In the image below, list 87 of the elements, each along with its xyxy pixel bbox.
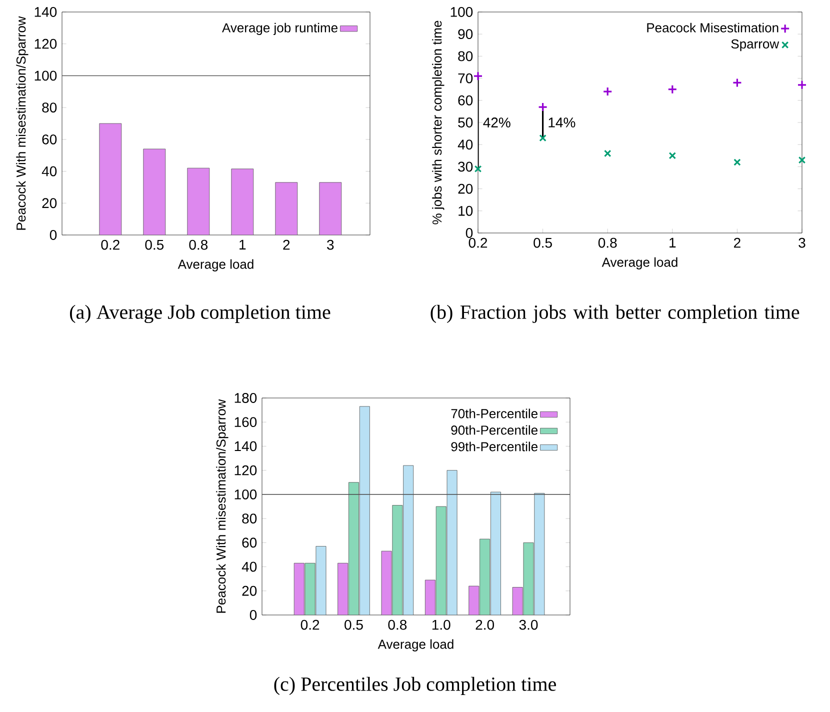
x-axis-title: Average load (602, 257, 678, 270)
legend-label: 70th-Percentile (451, 408, 538, 418)
bar (512, 587, 523, 615)
bar (294, 562, 304, 615)
x-tick-label: 3 (798, 238, 806, 248)
x-tick-label: 1.0 (432, 620, 450, 630)
y-tick-label: 0 (250, 610, 257, 620)
annotation: 14% (548, 118, 576, 128)
point (797, 80, 807, 90)
x-axis-title: Average load (178, 259, 254, 272)
x-tick-label: 0.2 (300, 620, 320, 630)
x-tick-label: 2 (283, 240, 290, 250)
x-tick-label: 0.8 (598, 238, 617, 248)
x-tick-label: 3 (327, 240, 334, 250)
bar (143, 148, 166, 235)
bar (468, 586, 480, 615)
bar (424, 580, 436, 615)
y-tick-label: 120 (34, 38, 57, 49)
x-tick-label: 2.0 (476, 620, 494, 630)
bar (99, 123, 122, 235)
y-tick-label: 140 (34, 7, 57, 17)
y-tick-label: 160 (234, 417, 257, 428)
y-tick-label: 0 (50, 230, 57, 240)
x-tick-label: 2 (734, 238, 740, 248)
y-tick-label: 80 (42, 102, 57, 113)
y-tick-label: 20 (242, 586, 257, 596)
x-tick-label: 1 (670, 238, 676, 248)
x-tick-label: 0.5 (145, 240, 164, 250)
point (538, 102, 548, 112)
y-tick-label: 80 (242, 514, 257, 524)
annotation: 42% (483, 118, 510, 128)
x-tick-label: 1 (240, 240, 246, 250)
y-axis-title: Peacock With misestimation/Sparrow (216, 399, 228, 613)
y-tick-label: 80 (458, 51, 473, 62)
y-tick-label: 10 (458, 206, 473, 216)
bar (338, 562, 348, 615)
point (604, 150, 612, 158)
point (668, 84, 678, 94)
bar (187, 168, 210, 235)
x-tick-label: 0.2 (101, 240, 120, 250)
point (474, 165, 482, 173)
y-axis-title: % jobs with shorter completion time (432, 20, 444, 224)
point (668, 152, 676, 160)
bar (319, 182, 342, 235)
y-tick-label: 30 (458, 162, 473, 172)
y-tick-label: 0 (466, 228, 473, 238)
point (473, 71, 483, 81)
y-tick-label: 100 (450, 7, 473, 17)
point (539, 134, 546, 142)
point (732, 78, 742, 88)
x-tick-label: 0.8 (189, 240, 208, 250)
x-tick-label: 0.5 (534, 238, 552, 248)
y-tick-label: 40 (42, 166, 57, 176)
x-tick-label: 0.8 (388, 620, 407, 630)
y-tick-label: 20 (458, 184, 473, 194)
x-tick-label: 0.5 (344, 620, 363, 630)
y-tick-label: 40 (458, 140, 473, 150)
y-tick-label: 140 (234, 441, 257, 452)
y-axis-title: Peacock With misestimation/Sparrow (16, 16, 28, 230)
y-tick-label: 180 (234, 393, 257, 403)
y-tick-label: 70 (458, 73, 473, 84)
text: (c) Percentiles Job completion time (274, 676, 556, 695)
legend-label: 99th-Percentile (451, 442, 538, 452)
bar (231, 168, 254, 235)
bar (275, 182, 298, 235)
x-tick-label: 3.0 (519, 620, 538, 630)
y-tick-label: 20 (42, 198, 57, 208)
text: (a) Average Job completion time (70, 304, 330, 324)
legend-label: Peacock Misestimation (647, 22, 778, 32)
point (798, 156, 806, 164)
y-tick-label: 100 (34, 70, 57, 81)
legend-label: 90th-Percentile (451, 425, 538, 435)
y-tick-label: 100 (234, 489, 257, 500)
x-axis-title: Average load (378, 639, 454, 652)
y-tick-label: 120 (234, 465, 257, 476)
y-tick-label: 60 (242, 538, 257, 548)
legend-label: Average job runtime (222, 22, 338, 35)
point (602, 86, 612, 96)
y-tick-label: 90 (458, 29, 473, 40)
y-tick-label: 40 (242, 562, 257, 572)
legend-label: Sparrow (731, 39, 780, 52)
x-tick-label: 0.2 (468, 238, 488, 248)
point (734, 158, 741, 166)
text: (b) Fraction jobs with better completion time (430, 304, 800, 323)
y-tick-label: 60 (458, 95, 473, 106)
y-tick-label: 50 (458, 118, 473, 128)
y-tick-label: 60 (42, 134, 57, 144)
